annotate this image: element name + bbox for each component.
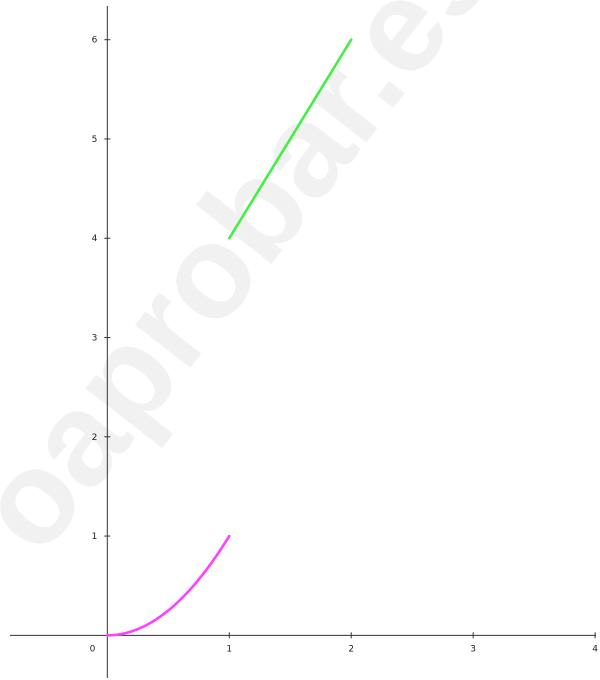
y-tick-label: 3 xyxy=(92,334,98,344)
x-tick-label: 4 xyxy=(592,644,598,654)
series-line-2 xyxy=(227,38,353,240)
y-tick-label: 6 xyxy=(92,36,98,46)
origin-label: 0 xyxy=(90,644,96,654)
x-tick-label: 1 xyxy=(226,644,232,654)
series-line-1 xyxy=(106,534,231,637)
axis-ticks: 1 2 3 4 0 1 2 3 4 5 6 xyxy=(90,36,599,655)
series-lines xyxy=(106,38,353,637)
x-tick-label: 2 xyxy=(348,644,354,654)
x-tick-label: 3 xyxy=(470,644,476,654)
watermark: oaprobar.es xyxy=(0,0,523,577)
y-tick-label: 5 xyxy=(92,135,98,145)
y-tick-label: 2 xyxy=(92,433,98,443)
watermark-text: oaprobar.es xyxy=(0,0,523,577)
y-tick-label: 1 xyxy=(92,532,98,542)
y-tick-label: 4 xyxy=(92,234,98,244)
